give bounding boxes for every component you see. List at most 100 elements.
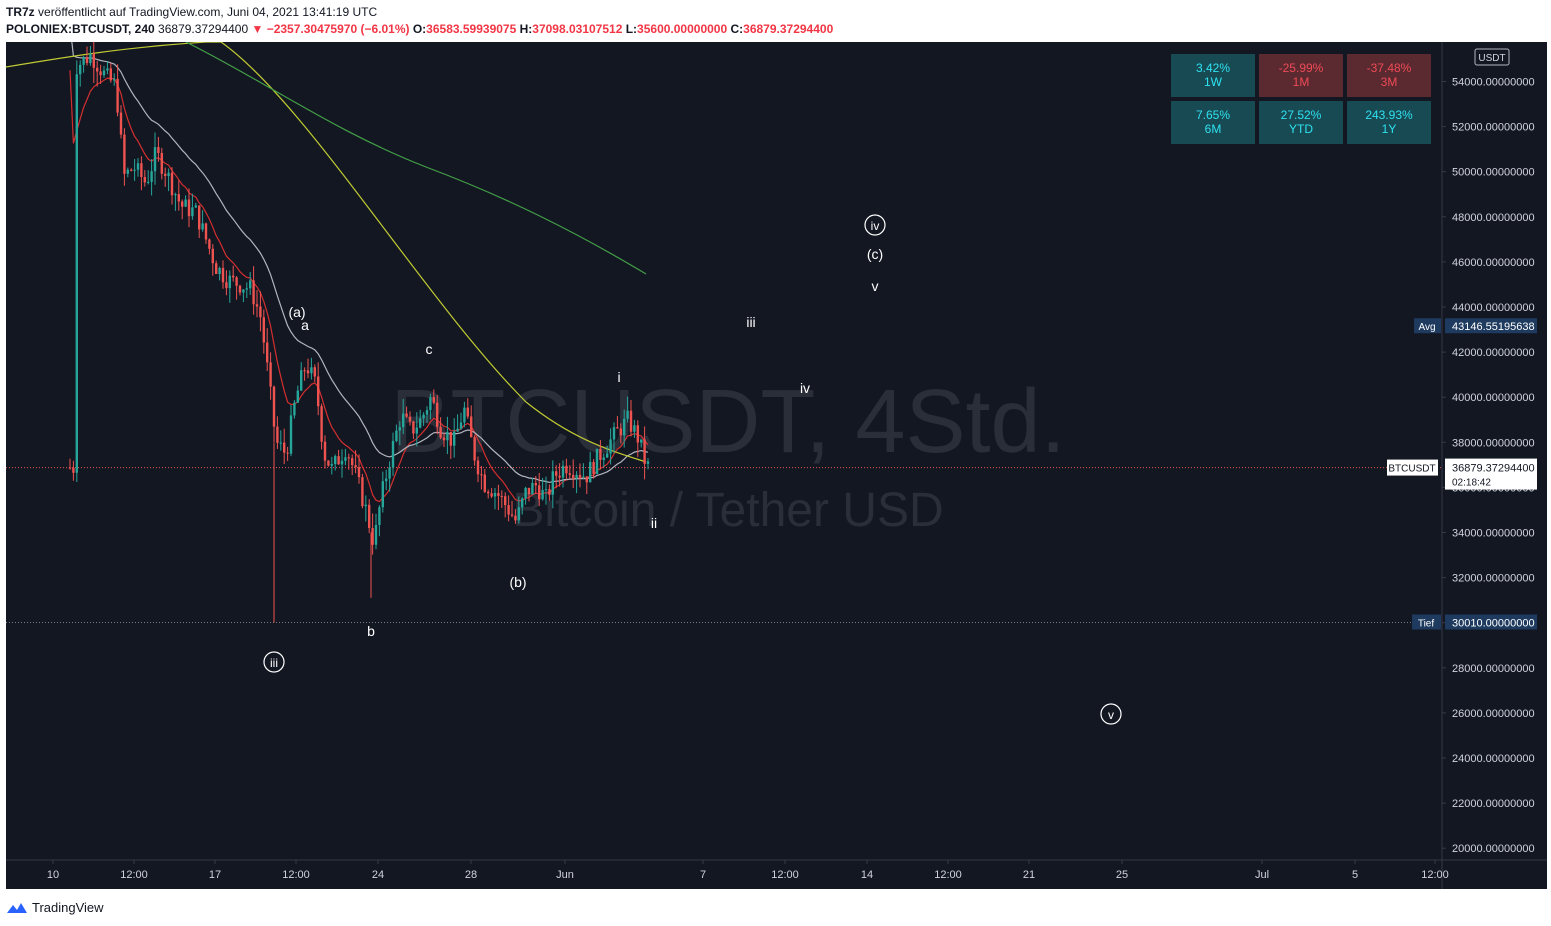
candle: [623, 409, 626, 448]
candle-body: [347, 457, 350, 459]
candle: [330, 456, 333, 475]
y-tick-label: 32000.00000000: [1452, 573, 1535, 585]
performance-cell: 7.65% 6M: [1171, 101, 1255, 144]
candle: [575, 471, 578, 494]
candle-body: [636, 425, 639, 443]
candle-body: [198, 205, 201, 230]
performance-cell: -25.99% 1M: [1259, 54, 1343, 97]
candle: [198, 205, 201, 238]
candle: [215, 260, 218, 275]
candle-body: [92, 53, 95, 68]
candle: [310, 357, 313, 380]
horizontal-lines: [6, 467, 1442, 623]
candle: [181, 199, 184, 220]
x-tick-label: Jun: [556, 869, 574, 881]
candle-body: [402, 413, 405, 428]
candle: [262, 309, 265, 354]
wave-label-circle: [1100, 703, 1122, 725]
candle-body: [453, 431, 456, 446]
candle: [109, 63, 112, 83]
performance-period: 1M: [1292, 75, 1310, 89]
y-tick-label: 20000.00000000: [1452, 843, 1535, 855]
candle-body: [300, 370, 303, 391]
publish-text: veröffentlicht auf TradingView.com, Juni…: [38, 5, 378, 19]
candle-body: [640, 439, 643, 443]
candle: [317, 362, 320, 416]
candle-body: [585, 476, 588, 483]
candle-body: [157, 147, 160, 153]
candle-body: [211, 248, 214, 264]
candle-body: [201, 223, 204, 230]
wave-label-text: v: [1108, 708, 1114, 722]
wave-label: iii: [746, 314, 755, 330]
wave-label: iv: [864, 214, 886, 236]
candle-body: [602, 457, 605, 460]
candle-body: [140, 163, 143, 178]
candle: [238, 284, 242, 296]
candle-body: [385, 478, 388, 482]
tradingview-logo[interactable]: TradingView: [6, 900, 104, 915]
candle: [75, 60, 78, 483]
candle: [425, 406, 429, 423]
candle: [524, 486, 527, 505]
close-value: 36879.37294400: [743, 22, 834, 36]
chart-header: TR7z veröffentlicht auf TradingView.com,…: [0, 0, 1551, 42]
candle-body: [616, 427, 619, 429]
footer: TradingView: [0, 890, 1551, 926]
high-value: 37098.03107512: [532, 22, 623, 36]
candle: [480, 465, 483, 490]
candle-body: [548, 489, 551, 495]
candle-body: [225, 282, 228, 289]
candle: [211, 244, 214, 276]
candle: [269, 352, 272, 400]
candle: [609, 428, 612, 465]
candle-body: [521, 498, 524, 508]
y-tick-label: 54000.00000000: [1452, 77, 1535, 89]
candle: [629, 400, 633, 437]
candle-body: [561, 465, 565, 478]
candle: [504, 492, 507, 518]
candle-body: [609, 439, 612, 454]
candle: [402, 398, 405, 435]
candle-body: [344, 457, 347, 461]
candle: [565, 458, 568, 480]
candle: [259, 291, 262, 332]
candle-body: [310, 367, 313, 374]
chart-area[interactable]: BTCUSDT, 4Std. Bitcoin / Tether USD iii(…: [5, 25, 1547, 889]
candle-body: [619, 428, 622, 436]
candle: [439, 417, 442, 440]
candle: [279, 430, 282, 451]
candle: [313, 364, 316, 382]
candle: [130, 168, 133, 172]
candle-body: [150, 171, 153, 182]
candle-body: [191, 207, 194, 217]
candle: [490, 488, 493, 499]
currency-badge: [1474, 48, 1510, 66]
candle: [85, 46, 89, 66]
candle: [551, 460, 554, 509]
author-name[interactable]: TR7z: [6, 5, 35, 19]
wave-label-text: i: [617, 369, 620, 385]
chart-canvas[interactable]: BTCUSDT, 4Std. Bitcoin / Tether USD iii(…: [5, 25, 1547, 889]
candle: [541, 477, 544, 501]
candle: [408, 411, 412, 426]
open-value: 36583.59939075: [426, 22, 517, 36]
candle: [102, 66, 106, 78]
candle: [612, 422, 616, 454]
candle: [255, 289, 259, 318]
candle-body: [245, 288, 248, 290]
candle-body: [354, 465, 357, 468]
candle: [191, 193, 194, 220]
x-tick-label: Jul: [1255, 869, 1269, 881]
candle: [534, 476, 537, 495]
candle: [184, 195, 187, 208]
open-label: O:: [412, 22, 427, 36]
candle: [150, 159, 153, 196]
candle: [82, 55, 85, 73]
candle-body: [208, 239, 211, 249]
candle-body: [422, 414, 425, 419]
performance-cell: 243.93% 1Y: [1347, 101, 1431, 144]
wave-label-text: (a): [288, 304, 305, 320]
candle-body: [136, 163, 140, 170]
symbol-label[interactable]: POLONIEX:BTCUSDT, 240: [6, 22, 155, 36]
